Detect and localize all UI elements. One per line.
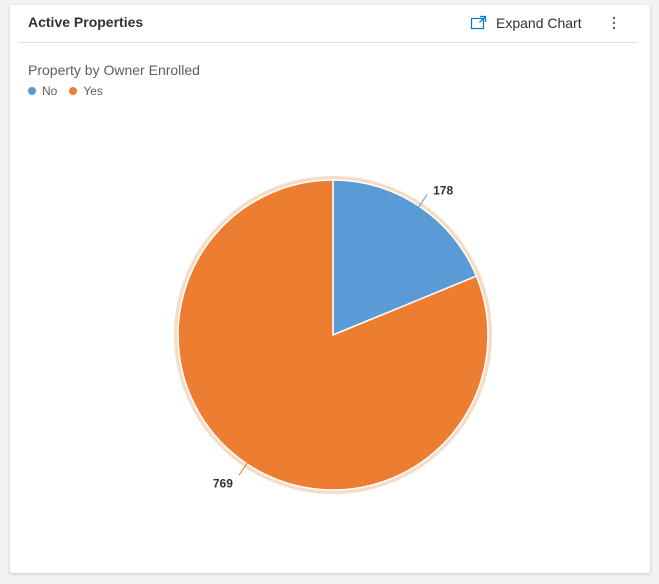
- legend-label-yes: Yes: [83, 84, 103, 98]
- card-header: Active Properties Expand Chart: [10, 5, 650, 43]
- data-label-yes: 769: [213, 476, 233, 490]
- expand-chart-label: Expand Chart: [496, 15, 582, 31]
- header-divider: [18, 42, 638, 43]
- chart-card: Active Properties Expand Chart Property …: [10, 5, 650, 573]
- expand-chart-button[interactable]: Expand Chart: [470, 11, 582, 35]
- leader-line-yes: [238, 462, 248, 476]
- legend-swatch-no: [28, 87, 36, 95]
- leader-line-no: [418, 194, 428, 208]
- chart-title: Property by Owner Enrolled: [28, 62, 200, 78]
- pie-chart: 178 769: [174, 176, 492, 494]
- expand-chart-icon: [470, 14, 488, 32]
- card-title: Active Properties: [28, 14, 144, 30]
- legend-item-yes[interactable]: Yes: [69, 84, 103, 98]
- legend-swatch-yes: [69, 87, 78, 95]
- more-vertical-icon: [612, 16, 616, 30]
- legend-item-no[interactable]: No: [28, 84, 57, 98]
- chart-legend: No Yes: [28, 84, 115, 98]
- data-label-no: 178: [433, 184, 453, 198]
- more-options-button[interactable]: [606, 11, 622, 35]
- legend-label-no: No: [42, 84, 58, 98]
